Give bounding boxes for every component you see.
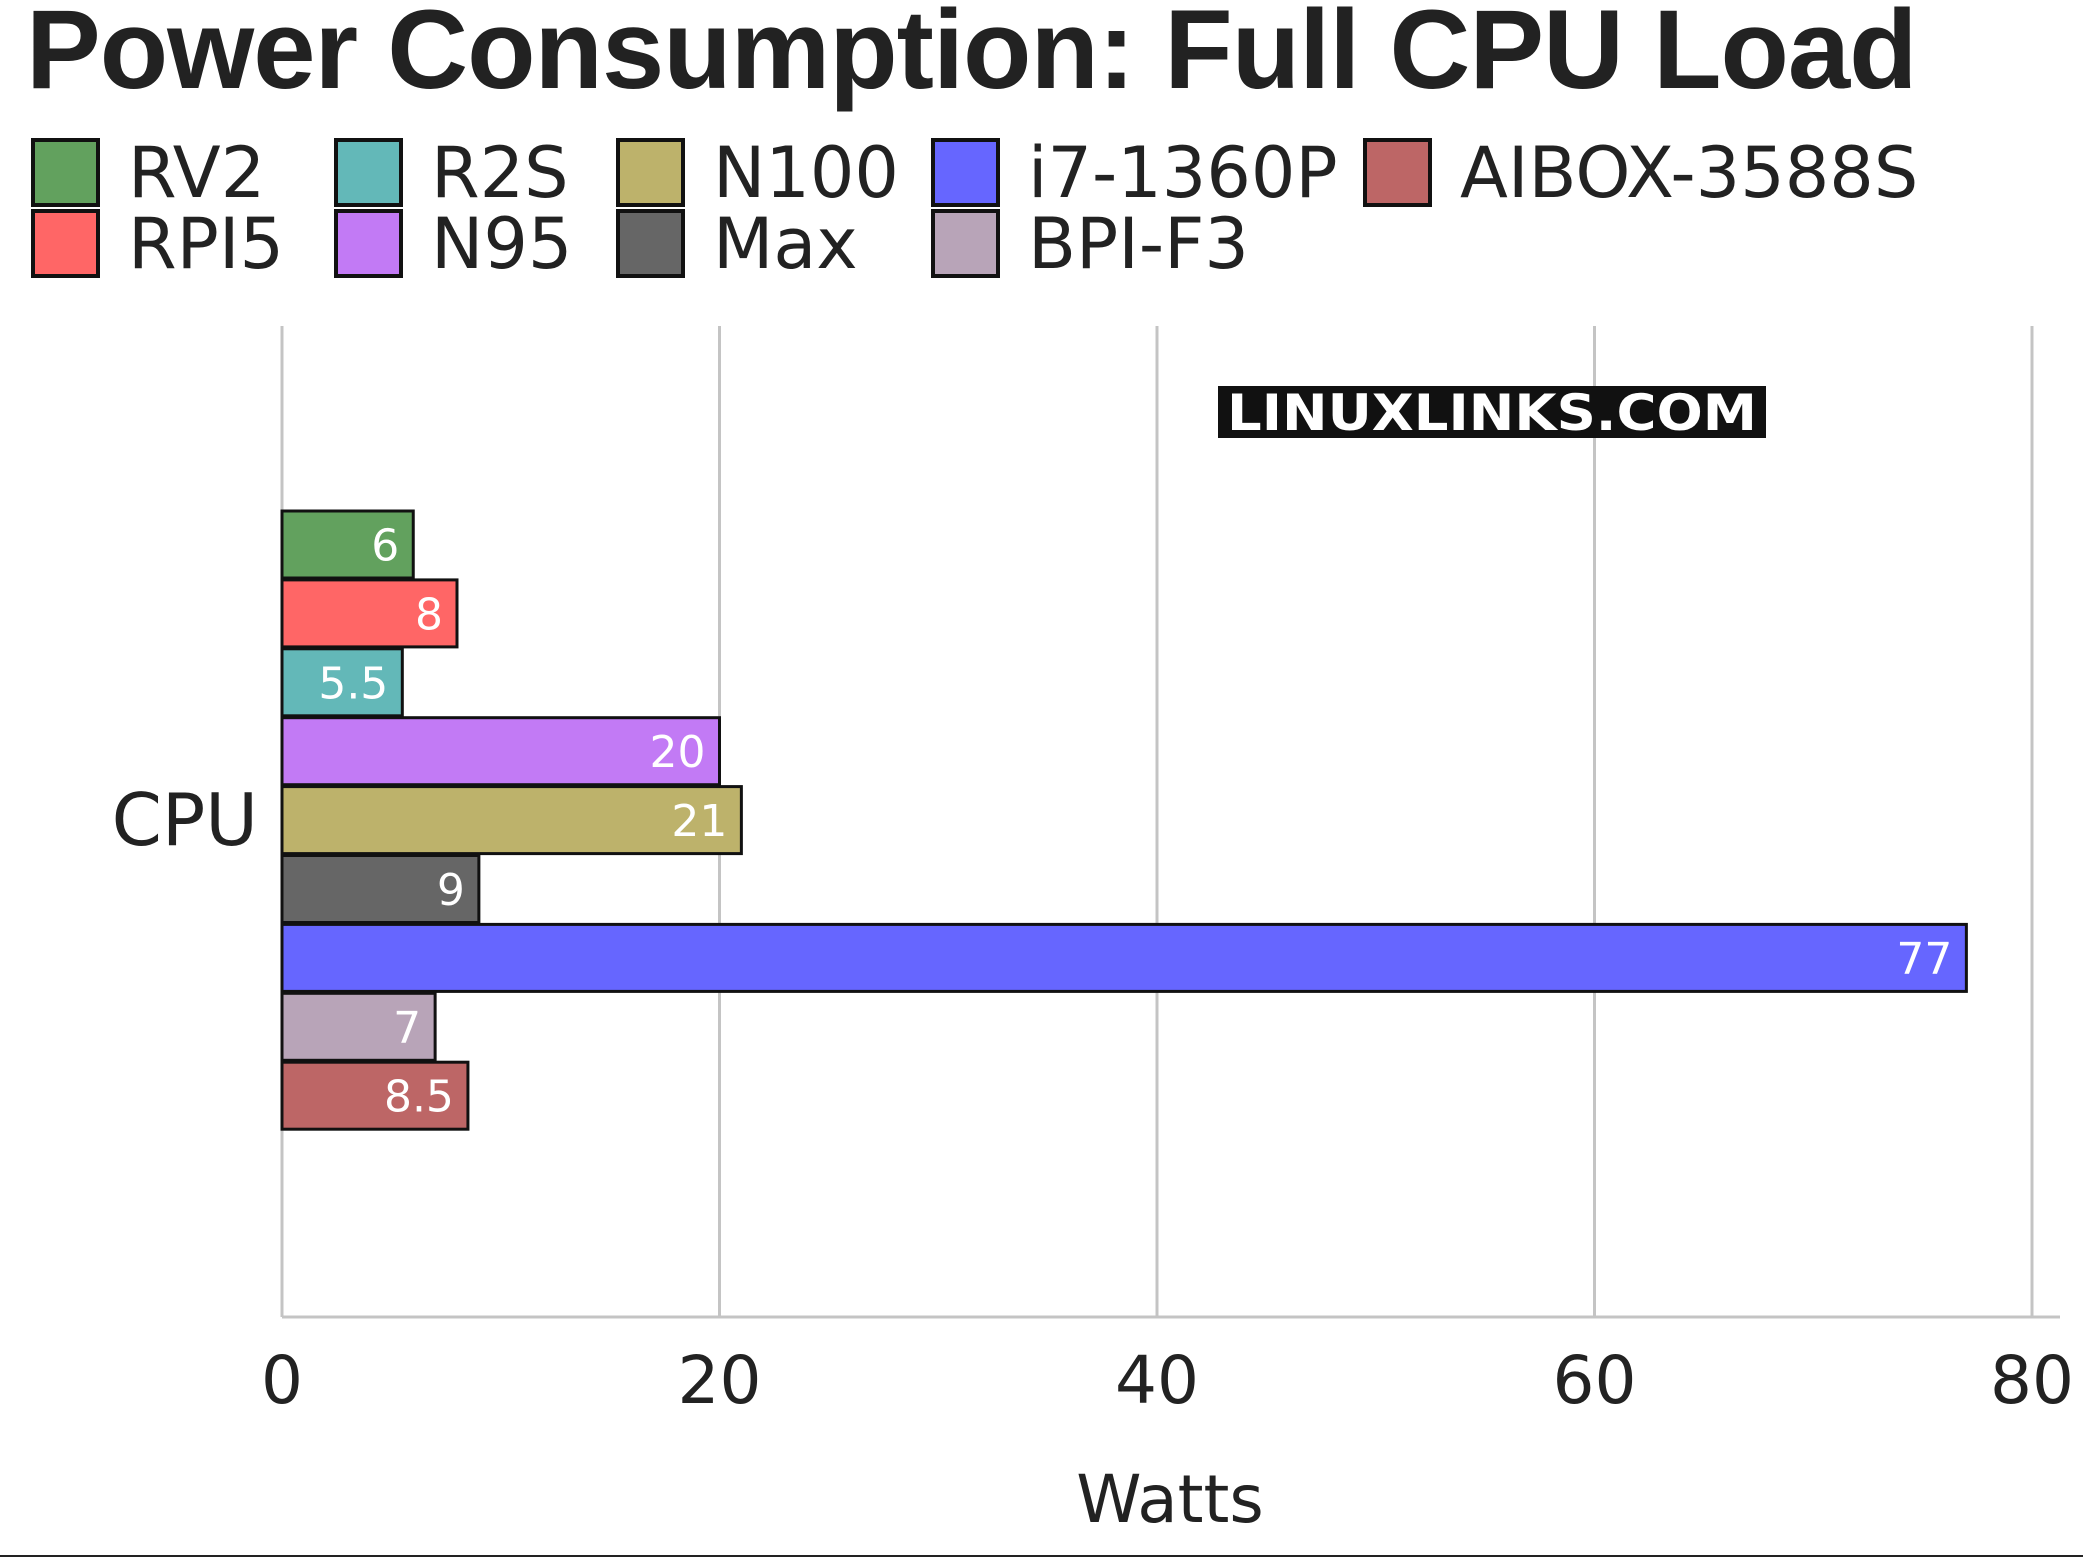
legend-swatch-aibox-3588s (1363, 138, 1432, 207)
legend-label-rpi5: RPI5 (128, 203, 284, 285)
x-axis-label: Watts (1076, 1461, 1264, 1538)
bar-r2s (280, 647, 404, 718)
bar-n100 (280, 785, 743, 856)
legend-swatch-max (616, 209, 685, 278)
x-tick-label-0: 0 (261, 1342, 303, 1419)
legend-label-i7-1360p: i7-1360P (1028, 132, 1338, 214)
bar-label-i7-1360p: 77 (1896, 934, 1952, 985)
x-tick-label-80: 80 (1990, 1342, 2074, 1419)
watermark-text: LINUXLINKS.COM (1227, 384, 1757, 442)
bar-label-r2s: 5.5 (318, 658, 388, 709)
chart-title: Power Consumption: Full CPU Load (26, 0, 1918, 112)
legend-swatch-rv2 (31, 138, 100, 207)
x-axis: 0 20 40 60 80 CPU (112, 778, 2074, 1419)
x-tick-label-20: 20 (678, 1342, 762, 1419)
bar-label-n95: 20 (650, 727, 706, 778)
bar-max (280, 854, 481, 924)
bar-label-n100: 21 (671, 796, 727, 847)
bar-i7-1360p (280, 922, 1968, 993)
bar-rpi5 (280, 578, 459, 649)
legend-swatch-rpi5 (31, 209, 100, 278)
legend-label-bpi-f3: BPI-F3 (1028, 203, 1249, 285)
legend-label-rv2: RV2 (128, 132, 265, 214)
bar-n95 (280, 716, 721, 787)
y-category-label: CPU (112, 778, 258, 862)
legend-swatch-n100 (616, 138, 685, 207)
x-tick-label-40: 40 (1115, 1342, 1199, 1419)
legend-label-r2s: R2S (431, 132, 569, 214)
bar-label-rv2: 6 (371, 521, 399, 572)
legend-swatch-n95 (334, 209, 403, 278)
legend-swatch-r2s (334, 138, 403, 207)
bar-bpi-f3 (280, 991, 437, 1062)
watermark-background (1218, 386, 1766, 438)
bar-rv2 (280, 509, 415, 580)
bar-aibox-3588s (280, 1060, 470, 1131)
bar-label-rpi5: 8 (415, 589, 443, 640)
bar-label-aibox-3588s: 8.5 (384, 1072, 454, 1123)
legend: RV2 R2S N100 i7-1360P AIBOX-3588S RPI5 N95 Max B… (31, 132, 1918, 285)
legend-label-n100: N100 (713, 132, 899, 214)
legend-swatch-bpi-f3 (931, 209, 1000, 278)
bar-label-bpi-f3: 7 (393, 1003, 421, 1054)
bar-label-max: 9 (437, 865, 465, 916)
legend-label-n95: N95 (431, 203, 572, 285)
legend-label-aibox-3588s: AIBOX-3588S (1460, 132, 1918, 214)
legend-label-max: Max (713, 203, 858, 285)
legend-swatch-i7-1360p (931, 138, 1000, 207)
x-tick-label-60: 60 (1553, 1342, 1637, 1419)
watermark: LINUXLINKS.COM (1218, 384, 1766, 442)
